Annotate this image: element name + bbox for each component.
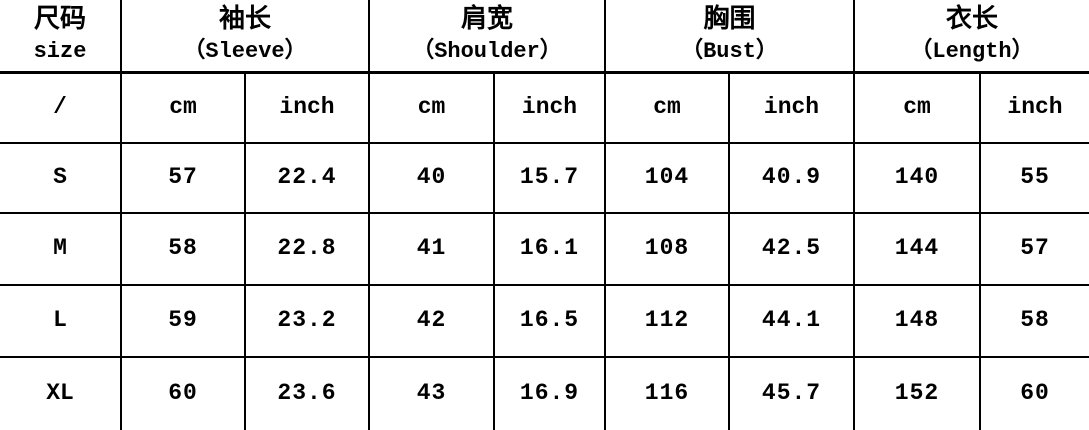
m-sleeve-cm: 58 bbox=[120, 212, 246, 286]
l-shoulder-inch: 16.5 bbox=[493, 284, 606, 358]
s-sleeve-inch: 22.4 bbox=[244, 142, 370, 214]
header-length: 衣长 （Length） bbox=[853, 0, 1089, 74]
header-bust-en: （Bust） bbox=[681, 38, 778, 64]
l-sleeve-inch: 23.2 bbox=[244, 284, 370, 358]
unit-placeholder: / bbox=[0, 71, 122, 144]
header-length-cn: 衣长 bbox=[945, 5, 998, 36]
unit-sleeve-inch: inch bbox=[244, 71, 370, 144]
unit-shoulder-inch: inch bbox=[493, 71, 606, 144]
size-label-m: M bbox=[0, 212, 122, 286]
size-label-xl: XL bbox=[0, 356, 122, 430]
header-shoulder-en: （Shoulder） bbox=[412, 38, 562, 64]
table-row-m: M 58 22.8 41 16.1 108 42.5 144 57 bbox=[0, 212, 1089, 286]
s-bust-cm: 104 bbox=[604, 142, 730, 214]
l-length-inch: 58 bbox=[979, 284, 1089, 358]
l-shoulder-cm: 42 bbox=[368, 284, 495, 358]
table-row-l: L 59 23.2 42 16.5 112 44.1 148 58 bbox=[0, 284, 1089, 358]
l-sleeve-cm: 59 bbox=[120, 284, 246, 358]
l-bust-inch: 44.1 bbox=[728, 284, 855, 358]
unit-length-cm: cm bbox=[853, 71, 981, 144]
size-label-s: S bbox=[0, 142, 122, 214]
header-bust: 胸围 （Bust） bbox=[604, 0, 855, 74]
header-size-cn: 尺码 bbox=[33, 5, 86, 36]
xl-sleeve-inch: 23.6 bbox=[244, 356, 370, 430]
header-size: 尺码 size bbox=[0, 0, 122, 74]
xl-bust-inch: 45.7 bbox=[728, 356, 855, 430]
header-bust-cn: 胸围 bbox=[703, 5, 756, 36]
xl-length-cm: 152 bbox=[853, 356, 981, 430]
header-sleeve: 袖长 （Sleeve） bbox=[120, 0, 370, 74]
xl-shoulder-cm: 43 bbox=[368, 356, 495, 430]
header-sleeve-cn: 袖长 bbox=[218, 5, 271, 36]
s-sleeve-cm: 57 bbox=[120, 142, 246, 214]
s-length-cm: 140 bbox=[853, 142, 981, 214]
m-sleeve-inch: 22.8 bbox=[244, 212, 370, 286]
m-length-cm: 144 bbox=[853, 212, 981, 286]
xl-shoulder-inch: 16.9 bbox=[493, 356, 606, 430]
header-sleeve-en: （Sleeve） bbox=[183, 38, 307, 64]
m-bust-inch: 42.5 bbox=[728, 212, 855, 286]
m-shoulder-cm: 41 bbox=[368, 212, 495, 286]
header-length-en: （Length） bbox=[910, 38, 1034, 64]
m-shoulder-inch: 16.1 bbox=[493, 212, 606, 286]
l-bust-cm: 112 bbox=[604, 284, 730, 358]
s-length-inch: 55 bbox=[979, 142, 1089, 214]
l-length-cm: 148 bbox=[853, 284, 981, 358]
m-length-inch: 57 bbox=[979, 212, 1089, 286]
xl-bust-cm: 116 bbox=[604, 356, 730, 430]
s-shoulder-cm: 40 bbox=[368, 142, 495, 214]
s-shoulder-inch: 15.7 bbox=[493, 142, 606, 214]
header-size-en: size bbox=[33, 38, 87, 64]
unit-bust-inch: inch bbox=[728, 71, 855, 144]
unit-length-inch: inch bbox=[979, 71, 1089, 144]
unit-shoulder-cm: cm bbox=[368, 71, 495, 144]
header-shoulder: 肩宽 （Shoulder） bbox=[368, 0, 606, 74]
header-row: 尺码 size 袖长 （Sleeve） 肩宽 （Shoulder） 胸围 （Bu… bbox=[0, 0, 1089, 74]
unit-row: / cm inch cm inch cm inch cm inch bbox=[0, 71, 1089, 144]
s-bust-inch: 40.9 bbox=[728, 142, 855, 214]
xl-length-inch: 60 bbox=[979, 356, 1089, 430]
header-shoulder-cn: 肩宽 bbox=[460, 5, 513, 36]
table-row-s: S 57 22.4 40 15.7 104 40.9 140 55 bbox=[0, 142, 1089, 214]
size-label-l: L bbox=[0, 284, 122, 358]
xl-sleeve-cm: 60 bbox=[120, 356, 246, 430]
unit-sleeve-cm: cm bbox=[120, 71, 246, 144]
m-bust-cm: 108 bbox=[604, 212, 730, 286]
unit-bust-cm: cm bbox=[604, 71, 730, 144]
table-row-xl: XL 60 23.6 43 16.9 116 45.7 152 60 bbox=[0, 356, 1089, 430]
